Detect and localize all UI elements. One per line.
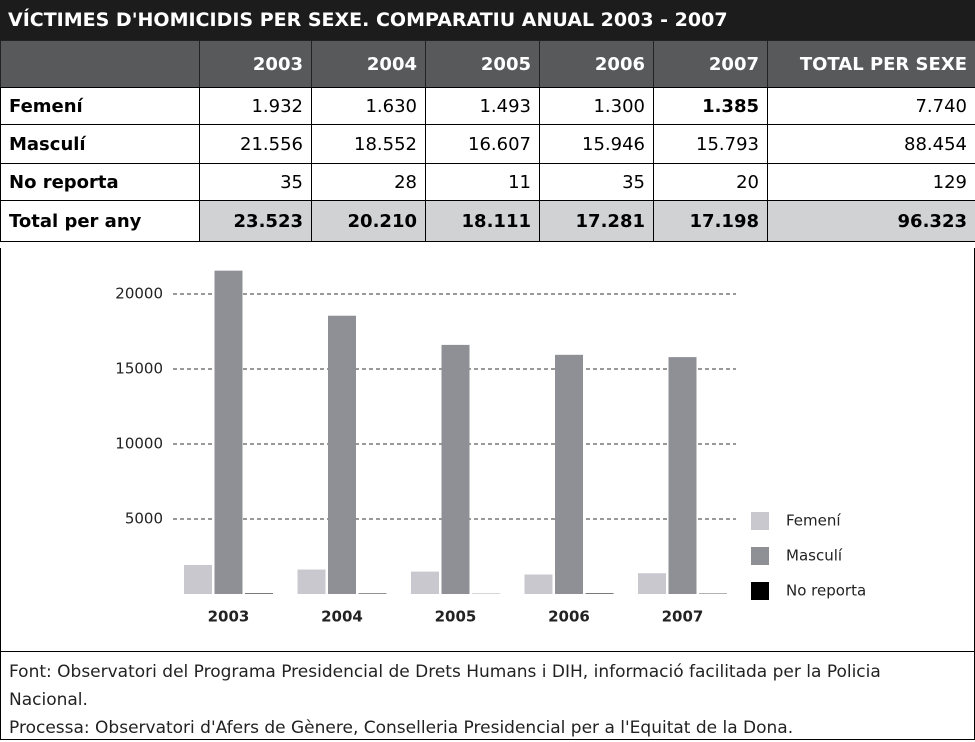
row-label: Femení [0, 87, 200, 125]
row-label: Masculí [0, 124, 200, 164]
table-cell: 1.493 [425, 87, 540, 125]
table-cell: 11 [425, 163, 540, 201]
table-cell: 1.630 [311, 87, 426, 125]
legend-swatch [751, 512, 769, 530]
legend-label: Femení [786, 512, 841, 530]
y-tick-label: 5000 [125, 510, 163, 528]
header-cell: 2007 [653, 40, 768, 88]
notes: Font: Observatori del Programa Presidenc… [0, 651, 975, 740]
header-cell: 2004 [311, 40, 426, 88]
y-tick-label: 20000 [115, 285, 163, 303]
table-cell: 96.323 [767, 200, 975, 242]
bar [411, 572, 439, 594]
table-cell: 15.946 [539, 124, 654, 164]
table-cell: 17.281 [539, 200, 654, 242]
table-cell: 88.454 [767, 124, 975, 164]
row-label: No reporta [0, 163, 200, 201]
bar [586, 593, 614, 594]
legend-swatch [751, 547, 769, 565]
table-cell: 1.385 [653, 87, 768, 125]
legend-swatch [751, 582, 769, 600]
table-cell: 35 [539, 163, 654, 201]
x-tick-label: 2004 [321, 608, 363, 626]
x-tick-label: 2005 [435, 608, 477, 626]
y-tick-label: 15000 [115, 360, 163, 378]
bar [184, 565, 212, 594]
note: Font: Observatori del Programa Presidenc… [9, 658, 964, 714]
chart: 5000 10000 15000 20000 2003 2004 2005 2006 2007 F… [1, 248, 974, 651]
header-cell [0, 40, 200, 88]
table-cell: 21.556 [199, 124, 312, 164]
table-cell: 129 [767, 163, 975, 201]
bar [638, 573, 666, 594]
header-cell: 2006 [539, 40, 654, 88]
table-cell: 17.198 [653, 200, 768, 242]
table-cell: 1.932 [199, 87, 312, 125]
table-cell: 35 [199, 163, 312, 201]
x-tick-label: 2007 [662, 608, 704, 626]
header-cell: 2005 [425, 40, 540, 88]
chart-panel: 5000 10000 15000 20000 2003 2004 2005 2006 2007 F… [0, 248, 975, 652]
note: Processa: Observatori d'Afers de Gènere,… [9, 714, 964, 742]
table-cell: 23.523 [199, 200, 312, 242]
y-tick-label: 10000 [115, 435, 163, 453]
table-cell: 16.607 [425, 124, 540, 164]
table-cell: 7.740 [767, 87, 975, 125]
bar [669, 357, 697, 594]
table-cell: 15.793 [653, 124, 768, 164]
bar [328, 316, 356, 594]
table-cell: 20 [653, 163, 768, 201]
row-label: Total per any [0, 200, 200, 242]
bar [442, 345, 470, 594]
table-cell: 28 [311, 163, 426, 201]
bar [525, 575, 553, 595]
table-title: VÍCTIMES D'HOMICIDIS PER SEXE. COMPARATI… [0, 0, 975, 40]
table-cell: 1.300 [539, 87, 654, 125]
x-tick-label: 2003 [208, 608, 250, 626]
bar [555, 355, 583, 594]
table-cell: 18.111 [425, 200, 540, 242]
header-cell: 2003 [199, 40, 312, 88]
legend-label: Masculí [786, 547, 843, 565]
bar [245, 593, 273, 594]
table-cell: 20.210 [311, 200, 426, 242]
header-cell: TOTAL PER SEXE [767, 40, 975, 88]
bar [298, 570, 326, 594]
legend-label: No reporta [786, 582, 866, 600]
x-tick-label: 2006 [548, 608, 590, 626]
table-cell: 18.552 [311, 124, 426, 164]
bar [215, 271, 243, 594]
